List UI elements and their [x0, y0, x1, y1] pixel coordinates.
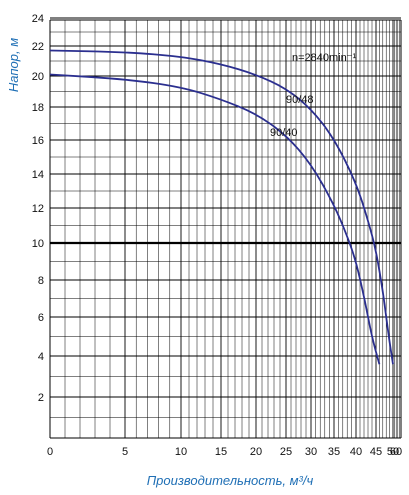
annotation-speed: n=2840min⁻¹ [292, 52, 357, 64]
tick-labels: 0 5 10 15 20 25 30 35 40 45 5060246810121416182022… [32, 13, 402, 458]
series-label-90-48: 90/48 [286, 94, 314, 106]
y-tick-label: 8 [38, 275, 44, 287]
y-axis-title: Напор, м [6, 38, 21, 92]
x-tick-label: 60 [390, 446, 402, 458]
y-tick-label: 20 [32, 71, 44, 83]
y-tick-label: 14 [32, 169, 44, 181]
y-tick-label: 16 [32, 135, 44, 147]
y-tick-label: 2 [38, 392, 44, 404]
y-tick-label: 6 [38, 312, 44, 324]
x-tick-label: 40 [350, 446, 362, 458]
y-tick-label: 10 [32, 238, 44, 250]
x-tick-label: 10 [175, 446, 187, 458]
y-tick-label: 24 [32, 13, 44, 25]
series-line-90-48 [49, 49, 394, 365]
series-line-90-40 [49, 73, 381, 365]
major-grid [49, 17, 402, 439]
x-tick-label: 20 [250, 446, 262, 458]
x-tick-label: 15 [215, 446, 227, 458]
x-tick-label: 25 [280, 446, 292, 458]
x-tick-label: 45 [370, 446, 382, 458]
x-tick-label: 50 [387, 446, 399, 458]
y-tick-label: 22 [32, 41, 44, 53]
y-tick-label: 4 [38, 351, 44, 363]
fine-grid [50, 20, 401, 438]
x-tick-label: 30 [305, 446, 317, 458]
x-axis-title: Производительность, м³/ч [147, 473, 314, 488]
x-tick-label: 5 [122, 446, 128, 458]
y-tick-label: 12 [32, 203, 44, 215]
x-tick-label: 0 [47, 446, 53, 458]
series-group [49, 49, 394, 365]
series-label-90-40: 90/40 [270, 127, 298, 139]
x-tick-label: 35 [328, 446, 340, 458]
y-tick-label: 18 [32, 102, 44, 114]
